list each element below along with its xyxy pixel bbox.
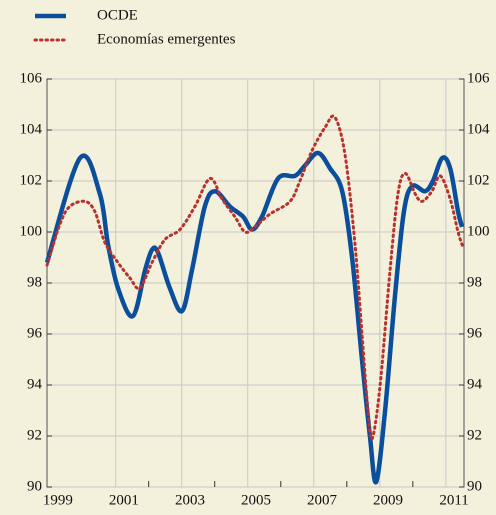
y2-tick-label: 90	[467, 478, 482, 494]
y-tick-label: 92	[27, 427, 42, 443]
legend-label: OCDE	[97, 7, 138, 23]
series-line	[45, 114, 465, 441]
y-tick-label: 90	[27, 478, 42, 494]
y-tick-label: 102	[20, 172, 43, 188]
y2-tick-label: 94	[467, 376, 483, 392]
x-tick-label: 2003	[175, 492, 205, 508]
y2-tick-label: 104	[467, 121, 490, 137]
x-tick-label: 1999	[43, 492, 73, 508]
x-tick-label: 2007	[307, 492, 338, 508]
y-tick-label: 94	[27, 376, 43, 392]
x-tick-label: 2005	[241, 492, 271, 508]
y2-tick-label: 98	[467, 274, 482, 290]
x-tick-label: 2011	[439, 492, 468, 508]
y-tick-label: 98	[27, 274, 42, 290]
y-tick-label: 106	[20, 70, 43, 86]
y-tick-label: 96	[27, 325, 43, 341]
x-tick-label: 2001	[109, 492, 139, 508]
y2-tick-label: 100	[467, 223, 490, 239]
y2-tick-label: 106	[467, 70, 490, 86]
series-line	[44, 150, 465, 485]
x-tick-label: 2009	[373, 492, 403, 508]
legend-label: Economías emergentes	[97, 31, 236, 47]
y-tick-label: 104	[20, 121, 43, 137]
y2-tick-label: 102	[467, 172, 490, 188]
y2-tick-label: 96	[467, 325, 483, 341]
y-tick-label: 100	[20, 223, 43, 239]
y2-tick-label: 92	[467, 427, 482, 443]
